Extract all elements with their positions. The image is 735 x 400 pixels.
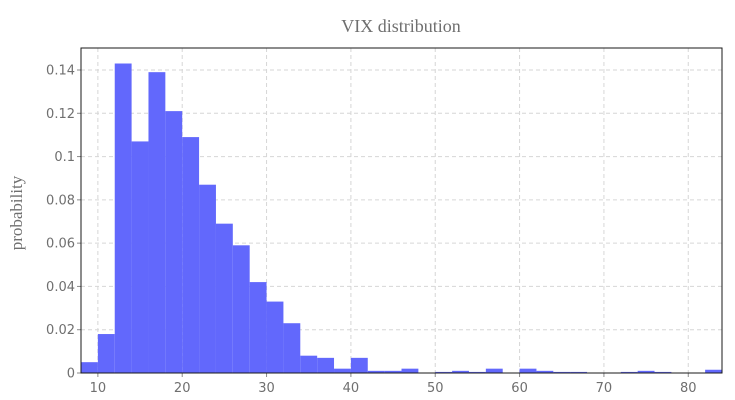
histogram-bar bbox=[249, 282, 267, 373]
histogram-bar bbox=[435, 371, 453, 373]
x-tick-label: 60 bbox=[511, 381, 528, 396]
histogram-bar bbox=[452, 370, 469, 373]
histogram-bar bbox=[165, 111, 183, 373]
x-tick-label: 10 bbox=[90, 381, 107, 396]
histogram-bar bbox=[468, 371, 486, 373]
histogram-bar bbox=[283, 323, 301, 373]
histogram-bar bbox=[519, 368, 537, 373]
histogram-bar bbox=[182, 137, 200, 373]
y-tick-label: 0.14 bbox=[46, 64, 75, 79]
histogram-bar bbox=[705, 369, 722, 373]
histogram-bar bbox=[300, 355, 318, 373]
y-tick-label: 0.04 bbox=[46, 280, 75, 295]
y-tick-label: 0.06 bbox=[46, 237, 75, 252]
x-tick-label: 40 bbox=[343, 381, 360, 396]
x-tick-label: 70 bbox=[596, 381, 613, 396]
histogram-bar bbox=[81, 362, 98, 373]
y-tick-label: 0 bbox=[67, 367, 75, 382]
histogram-bar bbox=[350, 357, 368, 373]
histogram-bar bbox=[553, 371, 571, 373]
y-tick-label: 0.02 bbox=[46, 323, 75, 338]
histogram-bar bbox=[232, 245, 250, 373]
chart-title: VIX distribution bbox=[341, 16, 461, 36]
histogram-bar bbox=[536, 370, 554, 373]
histogram-bar bbox=[215, 223, 233, 373]
histogram-bar bbox=[317, 357, 335, 373]
histogram-bar bbox=[97, 334, 115, 373]
histogram-bar bbox=[114, 63, 132, 373]
y-tick-label: 0.08 bbox=[46, 193, 75, 208]
histogram-bar bbox=[637, 370, 655, 373]
histogram-bar bbox=[367, 370, 385, 373]
histogram-bar bbox=[485, 368, 503, 373]
histogram-bar bbox=[654, 371, 672, 373]
histogram-bar bbox=[199, 184, 216, 373]
x-tick-label: 80 bbox=[680, 381, 697, 396]
histogram-bar bbox=[131, 141, 149, 373]
histogram-bar bbox=[620, 371, 638, 373]
y-tick-label: 0.1 bbox=[54, 150, 75, 165]
plot-frame bbox=[80, 47, 723, 374]
histogram-bar bbox=[266, 301, 284, 373]
histogram-bar bbox=[148, 72, 166, 374]
x-tick-label: 20 bbox=[174, 381, 191, 396]
histogram-bar bbox=[570, 371, 588, 373]
x-tick-label: 50 bbox=[427, 381, 444, 396]
histogram-bars bbox=[81, 63, 722, 374]
y-axis-label: probability bbox=[7, 175, 26, 250]
axis-ticks: 0 0.02 0.04 0.06 0.08 0.1 0.12 0.14 10 20 30 40 50 60… bbox=[46, 64, 696, 397]
y-tick-label: 0.12 bbox=[46, 107, 75, 122]
histogram-bar bbox=[401, 368, 419, 373]
histogram-bar bbox=[384, 370, 402, 373]
x-tick-label: 30 bbox=[258, 381, 275, 396]
histogram-bar bbox=[334, 368, 351, 373]
